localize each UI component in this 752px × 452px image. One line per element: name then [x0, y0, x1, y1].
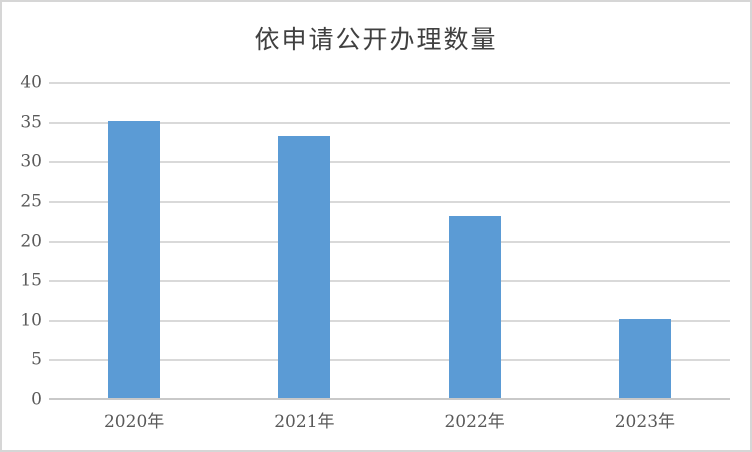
y-tick-label: 15	[20, 270, 42, 291]
y-tick-label: 0	[31, 389, 42, 410]
bar-2023年	[618, 318, 671, 398]
bar-2021年	[278, 136, 331, 398]
gridline	[49, 280, 730, 283]
y-tick-label: 30	[20, 151, 42, 172]
bar-2022年	[448, 215, 501, 398]
gridline	[49, 240, 730, 243]
y-tick-label: 10	[20, 310, 42, 331]
x-axis-line	[49, 398, 730, 400]
y-tick-label: 35	[20, 112, 42, 133]
x-tick-label: 2023年	[614, 412, 676, 432]
x-axis: 2020年 2021年 2022年 2023年	[49, 410, 730, 440]
gridline	[49, 319, 730, 322]
gridline	[49, 82, 730, 84]
y-tick-label: 20	[20, 231, 42, 251]
y-tick-label: 5	[31, 349, 42, 370]
x-tick-label: 2020年	[103, 412, 165, 432]
gridline	[49, 121, 730, 124]
y-tick-label: 40	[20, 72, 42, 93]
y-axis: 0 5 10 15 20 25 30 35 40	[2, 74, 42, 408]
x-tick-label: 2022年	[444, 412, 505, 432]
bar-2020年	[108, 120, 161, 398]
gridline	[49, 161, 730, 164]
gridline	[49, 200, 730, 203]
plot-area	[49, 82, 730, 400]
y-tick-label: 25	[20, 191, 42, 212]
chart-title: 依申请公开办理数量	[254, 25, 498, 54]
gridline	[49, 359, 730, 362]
x-tick-label: 2021年	[274, 412, 335, 432]
